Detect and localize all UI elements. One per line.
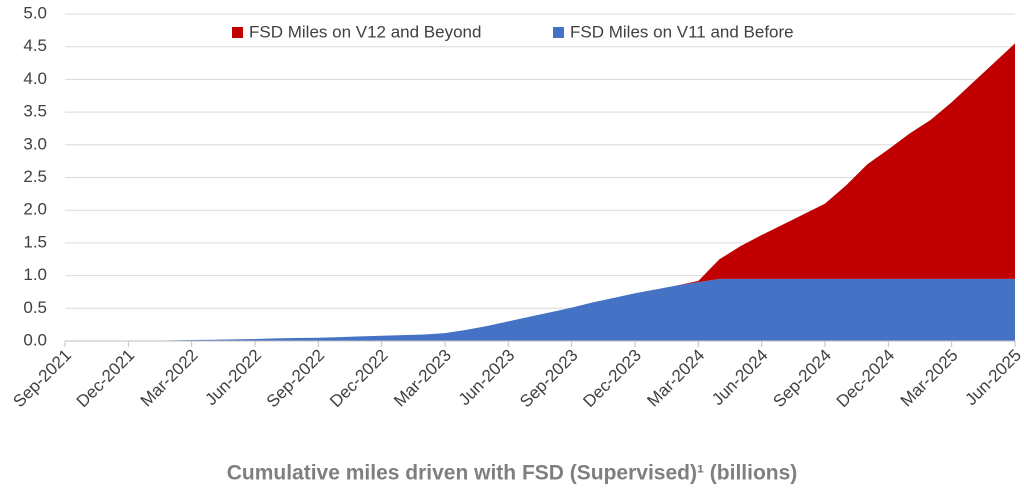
y-tick-label: 0.0 xyxy=(23,330,47,349)
y-tick-label: 4.0 xyxy=(23,69,47,88)
x-tick-label: Jun-2024 xyxy=(708,346,772,410)
y-tick-label: 5.0 xyxy=(23,3,47,22)
x-tick-label: Mar-2025 xyxy=(897,346,962,411)
legend-label: FSD Miles on V12 and Beyond xyxy=(249,22,481,41)
area xyxy=(65,43,1015,342)
x-tick-label: Jun-2022 xyxy=(201,346,265,410)
x-tick-label: Sep-2024 xyxy=(769,346,835,412)
x-tick-label: Dec-2021 xyxy=(73,346,139,412)
x-tick-label: Jun-2025 xyxy=(961,346,1024,410)
x-tick-label: Dec-2022 xyxy=(326,346,392,412)
y-tick-label: 3.5 xyxy=(23,102,47,121)
x-tick-label: Sep-2023 xyxy=(516,346,582,412)
x-tick-label: Mar-2024 xyxy=(643,346,708,411)
area xyxy=(65,278,1015,341)
y-tick-label: 0.5 xyxy=(23,298,47,317)
y-tick-label: 2.0 xyxy=(23,200,47,219)
x-tick-label: Jun-2023 xyxy=(455,346,519,410)
x-tick-label: Dec-2024 xyxy=(833,346,899,412)
chart-title: Cumulative miles driven with FSD (Superv… xyxy=(227,462,798,485)
legend-label: FSD Miles on V11 and Before xyxy=(570,22,794,41)
x-tick-label: Mar-2023 xyxy=(390,346,455,411)
y-tick-label: 1.5 xyxy=(23,232,47,251)
y-tick-label: 3.0 xyxy=(23,134,47,153)
legend-swatch xyxy=(232,27,243,38)
y-tick-label: 1.0 xyxy=(23,265,47,284)
x-tick-label: Mar-2022 xyxy=(137,346,202,411)
y-tick-label: 2.5 xyxy=(23,167,47,186)
legend-swatch xyxy=(553,27,564,38)
x-tick-label: Sep-2022 xyxy=(263,346,329,412)
x-tick-label: Dec-2023 xyxy=(579,346,645,412)
y-tick-label: 4.5 xyxy=(23,36,47,55)
x-tick-label: Sep-2021 xyxy=(9,346,75,412)
